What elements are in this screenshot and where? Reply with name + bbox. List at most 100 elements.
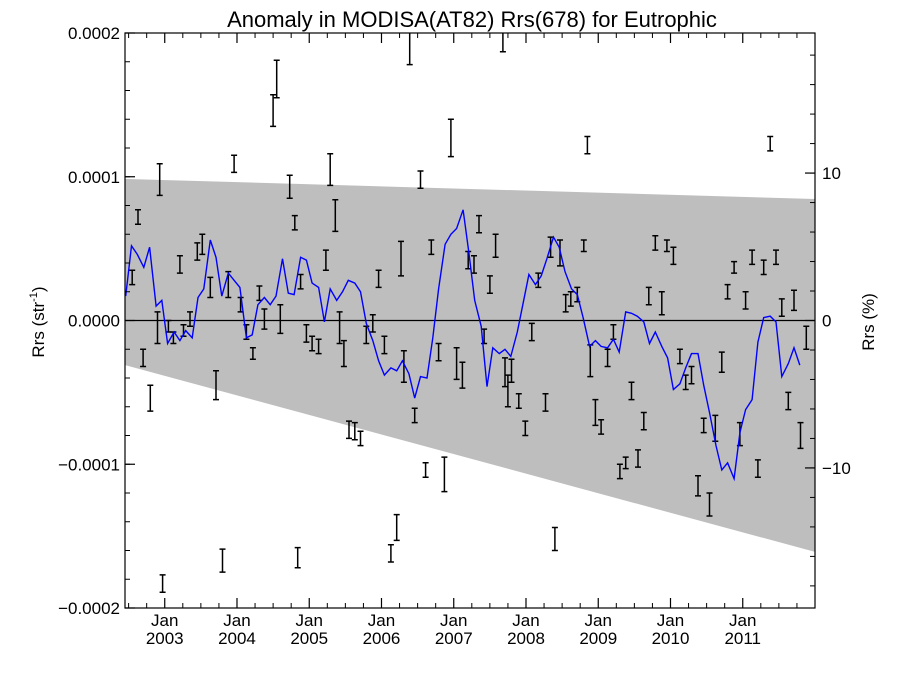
errorbar-mark [363, 325, 370, 345]
errorbar-mark [129, 269, 136, 286]
errorbar-point [176, 255, 183, 274]
errorbar-point [542, 393, 549, 412]
errorbar-mark [598, 418, 605, 435]
errorbar-point [773, 249, 779, 266]
errorbar-point [381, 335, 388, 355]
errorbar-point [351, 421, 358, 441]
errorbar-mark [504, 374, 511, 408]
errorbar-mark [393, 513, 400, 542]
errorbar-point [731, 260, 738, 274]
errorbar-mark [628, 381, 635, 401]
x-tick-year: 2003 [146, 629, 184, 648]
errorbar-mark [447, 118, 454, 158]
errorbar-mark [718, 351, 725, 374]
y-tick-label: 0.0001 [68, 168, 120, 187]
errorbar-point [154, 311, 161, 345]
errorbar-mark [635, 449, 641, 468]
errorbar-point [422, 462, 429, 478]
errorbar-point [411, 407, 418, 424]
errorbar-point [459, 361, 466, 389]
errorbar-point [791, 289, 797, 312]
errorbar-point [147, 384, 154, 412]
errorbar-point [492, 233, 499, 259]
errorbar-mark [309, 335, 316, 352]
errorbar-point [219, 548, 226, 573]
errorbar-point [357, 430, 364, 447]
errorbar-point [742, 291, 749, 310]
errorbar-mark [754, 459, 761, 478]
errorbar-mark [508, 358, 515, 384]
errorbar-mark [398, 240, 404, 277]
errorbar-point [754, 459, 761, 478]
errorbar-mark [562, 293, 569, 313]
y2-tick-label: 0 [822, 312, 831, 331]
errorbar-point [225, 270, 232, 299]
errorbar-mark [435, 342, 442, 362]
errorbar-point [499, 33, 506, 53]
x-tick-month: Jan [512, 611, 539, 630]
errorbar-point [199, 233, 206, 256]
errorbar-mark [731, 260, 738, 274]
errorbar-mark [140, 348, 147, 368]
errorbar-point [286, 174, 293, 200]
errorbar-point [658, 291, 665, 316]
errorbar-point [652, 234, 659, 251]
errorbar-point [340, 339, 347, 368]
errorbar-point [393, 513, 400, 542]
errorbar-point [291, 214, 298, 231]
chart-title: Anomaly in MODISA(AT82) Rrs(678) for Eut… [227, 7, 717, 32]
errorbar-mark [742, 291, 749, 310]
y2-tick-label: 10 [822, 164, 841, 183]
errorbar-mark [797, 421, 804, 450]
errorbar-mark [580, 239, 587, 253]
y2-tick-label: −10 [822, 459, 851, 478]
errorbar-point [670, 246, 677, 266]
y-tick-label: −0.0001 [58, 455, 120, 474]
errorbar-mark [381, 335, 388, 355]
errorbar-mark [135, 209, 141, 225]
errorbar-mark [767, 135, 774, 152]
errorbar-point [400, 349, 407, 384]
x-tick-year: 2009 [579, 629, 617, 648]
x-tick-month: Jan [368, 611, 395, 630]
errorbar-point [486, 275, 493, 294]
errorbar-mark [476, 214, 482, 234]
errorbar-mark [154, 311, 161, 345]
errorbar-mark [357, 430, 364, 447]
errorbar-point [156, 163, 163, 197]
errorbar-point [676, 348, 683, 365]
errorbar-point [584, 135, 591, 155]
errorbar-point [616, 463, 623, 480]
errorbar-point [622, 456, 629, 470]
errorbar-mark [297, 273, 304, 290]
x-tick-month: Jan [440, 611, 467, 630]
errorbar-mark [286, 174, 293, 200]
errorbar-mark [428, 239, 435, 256]
errorbar-point [688, 365, 695, 385]
errorbar-point [398, 240, 404, 277]
errorbar-point [322, 249, 329, 271]
errorbar-point [207, 276, 214, 299]
errorbar-point [231, 154, 238, 174]
errorbar-point [628, 381, 635, 401]
errorbar-point [297, 273, 304, 290]
x-tick-year: 2005 [290, 629, 328, 648]
errorbar-mark [387, 544, 394, 563]
errorbar-mark [225, 270, 232, 299]
errorbar-mark [213, 370, 219, 401]
errorbar-mark [346, 420, 352, 440]
x-tick-month: Jan [729, 611, 756, 630]
errorbar-mark [622, 456, 629, 470]
x-tick-year: 2006 [363, 629, 401, 648]
errorbar-mark [670, 246, 677, 266]
x-tick-year: 2010 [652, 629, 690, 648]
errorbar-mark [327, 153, 334, 187]
errorbar-point [363, 325, 370, 345]
errorbar-point [277, 303, 284, 335]
errorbar-mark [194, 242, 201, 261]
errorbar-point [213, 370, 219, 401]
errorbar-point [476, 214, 482, 234]
errorbar-point [369, 314, 376, 333]
errorbar-mark [604, 348, 611, 368]
